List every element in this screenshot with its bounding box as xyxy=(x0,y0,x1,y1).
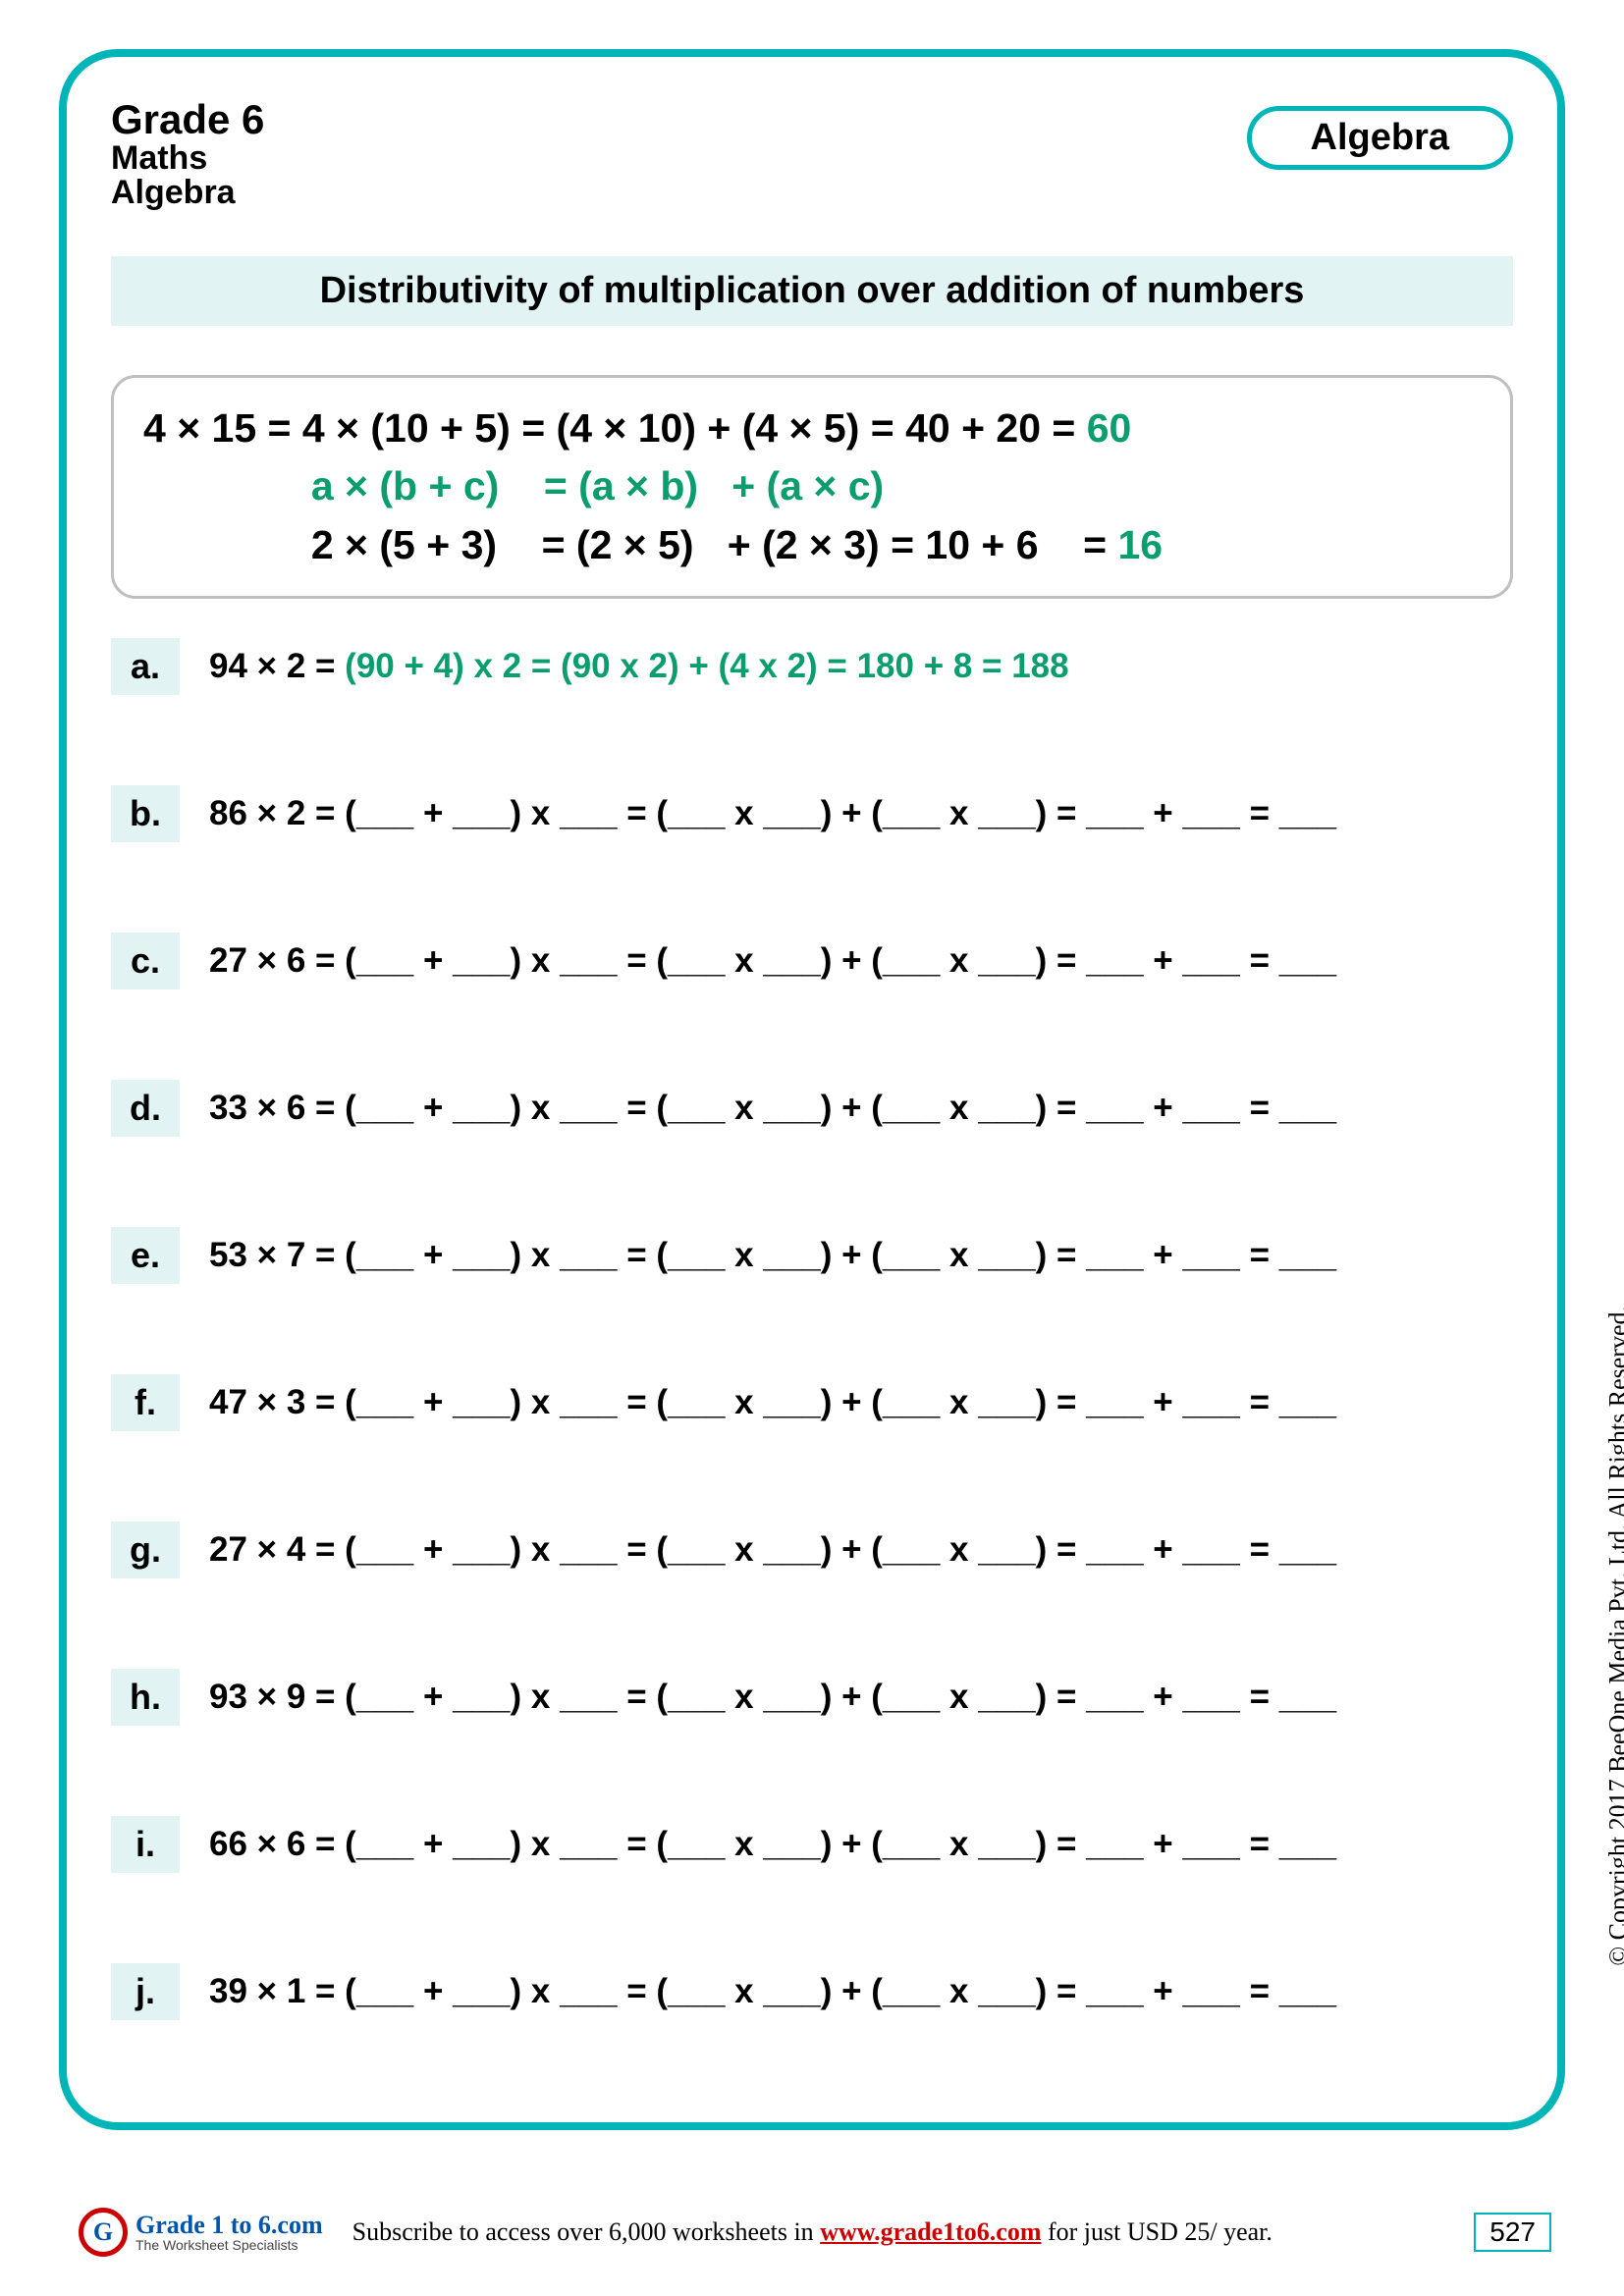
problem-text: 86 × 2 = (___ + ___) x ___ = (___ x ___)… xyxy=(209,794,1336,833)
problem-row: i. 66 × 6 = (___ + ___) x ___ = (___ x __… xyxy=(111,1816,1513,1873)
problem-label: c. xyxy=(111,933,180,989)
problem-answer: (90 + 4) x 2 = (90 x 2) + (4 x 2) = 180 … xyxy=(345,647,1068,685)
logo-title: Grade 1 to 6.com xyxy=(135,2213,323,2238)
header: Grade 6 Maths Algebra Algebra xyxy=(111,96,1513,212)
problem-prefix: 93 × 9 = (___ + ___) x ___ = (___ x ___)… xyxy=(209,1678,1336,1716)
problem-text: 27 × 6 = (___ + ___) x ___ = (___ x ___)… xyxy=(209,941,1336,981)
problem-prefix: 27 × 4 = (___ + ___) x ___ = (___ x ___)… xyxy=(209,1530,1336,1569)
footer-link[interactable]: www.grade1to6.com xyxy=(820,2217,1041,2246)
problem-text: 27 × 4 = (___ + ___) x ___ = (___ x ___)… xyxy=(209,1530,1336,1570)
example-line-1-black: 4 × 15 = 4 × (10 + 5) = (4 × 10) + (4 × … xyxy=(143,405,1087,451)
problem-text: 47 × 3 = (___ + ___) x ___ = (___ x ___)… xyxy=(209,1383,1336,1422)
topic-pill: Algebra xyxy=(1247,106,1513,170)
problem-prefix: 94 × 2 = xyxy=(209,647,345,685)
problem-row: a. 94 × 2 = (90 + 4) x 2 = (90 x 2) + (4 … xyxy=(111,638,1513,695)
problem-prefix: 66 × 6 = (___ + ___) x ___ = (___ x ___)… xyxy=(209,1825,1336,1863)
footer-message: Subscribe to access over 6,000 worksheet… xyxy=(352,2217,1272,2247)
problem-label: d. xyxy=(111,1080,180,1137)
example-line-1-green: 60 xyxy=(1087,405,1132,451)
problem-row: e. 53 × 7 = (___ + ___) x ___ = (___ x __… xyxy=(111,1227,1513,1284)
problem-row: d. 33 × 6 = (___ + ___) x ___ = (___ x __… xyxy=(111,1080,1513,1137)
problem-label: f. xyxy=(111,1374,180,1431)
problem-row: j. 39 × 1 = (___ + ___) x ___ = (___ x __… xyxy=(111,1963,1513,2020)
problem-prefix: 27 × 6 = (___ + ___) x ___ = (___ x ___)… xyxy=(209,941,1336,980)
example-line-2: a × (b + c) = (a × b) + (a × c) xyxy=(143,457,1481,515)
example-line-1: 4 × 15 = 4 × (10 + 5) = (4 × 10) + (4 × … xyxy=(143,400,1481,457)
page-number: 527 xyxy=(1474,2213,1551,2252)
footer: G Grade 1 to 6.com The Worksheet Special… xyxy=(79,2208,1551,2257)
logo-text: Grade 1 to 6.com The Worksheet Specialis… xyxy=(135,2213,323,2252)
problem-label: i. xyxy=(111,1816,180,1873)
problem-text: 93 × 9 = (___ + ___) x ___ = (___ x ___)… xyxy=(209,1678,1336,1717)
problems-list: a. 94 × 2 = (90 + 4) x 2 = (90 x 2) + (4 … xyxy=(111,638,1513,2020)
problem-label: h. xyxy=(111,1669,180,1726)
problem-row: g. 27 × 4 = (___ + ___) x ___ = (___ x __… xyxy=(111,1522,1513,1578)
problem-prefix: 39 × 1 = (___ + ___) x ___ = (___ x ___)… xyxy=(209,1972,1336,2010)
problem-prefix: 86 × 2 = (___ + ___) x ___ = (___ x ___)… xyxy=(209,794,1336,832)
problem-text: 53 × 7 = (___ + ___) x ___ = (___ x ___)… xyxy=(209,1236,1336,1275)
example-line-3-black: 2 × (5 + 3) = (2 × 5) + (2 × 3) = 10 + 6… xyxy=(143,522,1117,567)
problem-label: e. xyxy=(111,1227,180,1284)
problem-row: b. 86 × 2 = (___ + ___) x ___ = (___ x __… xyxy=(111,785,1513,842)
problem-text: 33 × 6 = (___ + ___) x ___ = (___ x ___)… xyxy=(209,1089,1336,1128)
logo-subtitle: The Worksheet Specialists xyxy=(135,2238,323,2252)
problem-label: g. xyxy=(111,1522,180,1578)
problem-prefix: 53 × 7 = (___ + ___) x ___ = (___ x ___)… xyxy=(209,1236,1336,1274)
example-line-3: 2 × (5 + 3) = (2 × 5) + (2 × 3) = 10 + 6… xyxy=(143,516,1481,574)
problem-prefix: 33 × 6 = (___ + ___) x ___ = (___ x ___)… xyxy=(209,1089,1336,1127)
header-left: Grade 6 Maths Algebra xyxy=(111,96,264,212)
problem-row: c. 27 × 6 = (___ + ___) x ___ = (___ x __… xyxy=(111,933,1513,989)
copyright-text: © Copyright 2017 BeeOne Media Pvt. Ltd. … xyxy=(1604,1306,1624,1966)
topic-line: Algebra xyxy=(111,174,264,212)
problem-row: h. 93 × 9 = (___ + ___) x ___ = (___ x __… xyxy=(111,1669,1513,1726)
footer-msg-post: for just USD 25/ year. xyxy=(1041,2217,1272,2246)
logo-icon: G xyxy=(79,2208,128,2257)
subject-line: Maths xyxy=(111,139,264,178)
grade-title: Grade 6 xyxy=(111,96,264,143)
problem-text: 39 × 1 = (___ + ___) x ___ = (___ x ___)… xyxy=(209,1972,1336,2011)
title-band: Distributivity of multiplication over ad… xyxy=(111,256,1513,326)
problem-text: 66 × 6 = (___ + ___) x ___ = (___ x ___)… xyxy=(209,1825,1336,1864)
example-line-3-green: 16 xyxy=(1117,522,1163,567)
problem-label: a. xyxy=(111,638,180,695)
worksheet-page: Grade 6 Maths Algebra Algebra Distributi… xyxy=(59,49,1565,2130)
problem-label: j. xyxy=(111,1963,180,2020)
problem-label: b. xyxy=(111,785,180,842)
problem-prefix: 47 × 3 = (___ + ___) x ___ = (___ x ___)… xyxy=(209,1383,1336,1421)
example-box: 4 × 15 = 4 × (10 + 5) = (4 × 10) + (4 × … xyxy=(111,375,1513,599)
problem-text: 94 × 2 = (90 + 4) x 2 = (90 x 2) + (4 x … xyxy=(209,647,1069,686)
problem-row: f. 47 × 3 = (___ + ___) x ___ = (___ x __… xyxy=(111,1374,1513,1431)
logo: G Grade 1 to 6.com The Worksheet Special… xyxy=(79,2208,323,2257)
footer-msg-pre: Subscribe to access over 6,000 worksheet… xyxy=(352,2217,821,2246)
